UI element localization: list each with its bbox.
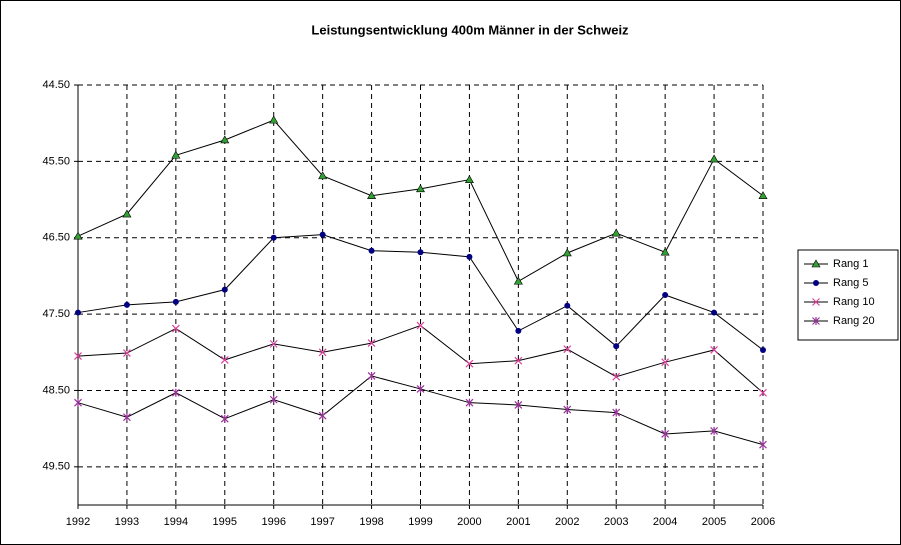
x-tick-label: 2003 [604,516,628,528]
marker [417,249,424,256]
marker [123,301,130,308]
x-tick-label: 2004 [653,516,677,528]
marker [613,343,620,350]
marker [710,346,718,354]
marker [368,247,375,254]
x-tick-label: 1994 [164,516,188,528]
marker [711,309,718,316]
marker [813,280,819,286]
marker [563,345,572,354]
x-tick-label: 2005 [702,516,726,528]
marker [811,259,821,268]
x-tick-label: 2000 [457,516,481,528]
y-tick-label: 49.50 [42,461,70,473]
x-tick-label: 1995 [213,516,237,528]
marker [466,253,473,260]
marker [367,371,376,380]
x-tick-label: 1992 [66,516,90,528]
marker [74,352,82,361]
marker [123,349,131,357]
marker [220,414,229,423]
marker [612,408,621,417]
marker [171,388,180,397]
marker [709,154,719,163]
marker [710,426,718,435]
chart-title: Leistungsentwicklung 400m Männer in der … [311,22,629,37]
marker [416,321,425,330]
legend-label: Rang 10 [833,296,875,308]
x-tick-label: 1996 [261,516,285,528]
marker [171,324,180,333]
marker [415,184,426,193]
marker [75,309,81,316]
y-tick-label: 46.50 [42,232,70,244]
marker [123,413,131,422]
marker [319,231,326,238]
y-tick-label: 48.50 [42,384,70,396]
marker [758,191,768,200]
marker [465,398,474,407]
marker [661,358,670,367]
marker [171,150,181,159]
marker [318,411,327,420]
marker [515,327,522,334]
marker [612,372,621,381]
marker [660,247,670,256]
marker [73,231,83,240]
legend-label: Rang 5 [833,277,868,289]
marker [759,388,767,397]
marker [270,234,277,241]
marker [416,384,425,393]
x-tick-label: 1993 [115,516,139,528]
x-tick-label: 1999 [408,516,432,528]
marker [662,292,669,298]
marker [611,228,621,237]
marker [464,175,474,183]
marker [514,400,523,409]
y-tick-label: 44.50 [42,79,70,91]
marker [220,135,230,144]
marker [269,115,279,124]
marker [465,359,474,368]
y-tick-label: 45.50 [42,155,70,167]
marker [562,248,572,257]
marker [318,171,328,180]
marker [122,209,132,218]
marker [318,348,327,357]
marker [514,356,523,365]
marker [220,355,229,364]
marker [221,286,228,293]
x-tick-label: 1997 [310,516,334,528]
marker [760,346,766,353]
x-tick-label: 2006 [751,516,775,528]
marker [759,440,767,449]
marker [269,339,278,348]
marker [812,317,820,325]
marker [74,398,82,407]
x-tick-label: 2002 [555,516,579,528]
marker [269,395,278,404]
marker [367,191,377,200]
marker [513,276,523,285]
y-tick-label: 47.50 [42,308,70,320]
marker [367,339,376,348]
legend-label: Rang 20 [833,315,875,327]
marker [812,298,820,306]
marker [564,302,571,309]
legend-label: Rang 1 [833,258,868,270]
marker [172,298,179,305]
marker [661,429,670,438]
x-tick-label: 1998 [359,516,383,528]
x-tick-label: 2001 [506,516,530,528]
marker [563,405,572,414]
